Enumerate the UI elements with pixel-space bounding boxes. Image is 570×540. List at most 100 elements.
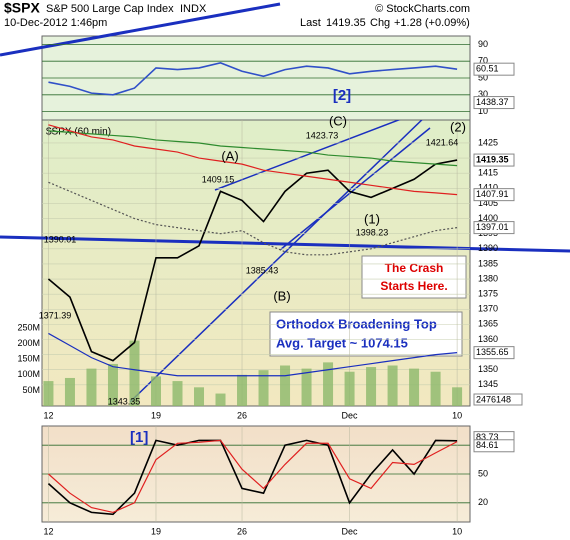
plot-area — [42, 44, 470, 112]
trend-line — [279, 127, 431, 251]
x-tick-label: 10 — [452, 410, 462, 420]
value-box — [473, 393, 523, 406]
volume-bar — [64, 377, 75, 406]
annotation: 1385.43 — [246, 265, 279, 275]
value-box — [473, 221, 515, 235]
y-tick-label: 70 — [478, 56, 488, 66]
value-label: 1397.01 — [476, 222, 509, 232]
y-tick-label: 1380 — [478, 273, 498, 283]
y-tick-label: 1375 — [478, 289, 498, 299]
volume-bar — [172, 381, 183, 406]
datetime: 10-Dec-2012 1:46pm — [4, 17, 107, 29]
value-label: 84.61 — [476, 440, 499, 450]
volume-tick-label: 150M — [17, 354, 40, 364]
volume-bar — [150, 376, 161, 406]
annotation: 1421.64 — [426, 137, 459, 147]
y-tick-label: 1385 — [478, 258, 498, 268]
volume-last: 2476148 — [476, 394, 511, 404]
annotation: 1423.73 — [306, 130, 339, 140]
series-line — [48, 124, 458, 196]
value-box — [473, 188, 515, 202]
plot-area — [42, 120, 470, 406]
annotation: (C) — [329, 113, 347, 128]
y-tick-label: 1350 — [478, 364, 498, 374]
stoch-title: [1] — [130, 429, 148, 446]
y-tick-label: 1425 — [478, 137, 498, 147]
value-box — [473, 439, 515, 453]
annotation: 1390.01 — [44, 234, 77, 244]
x-tick-label: Dec — [342, 410, 359, 420]
x-tick-label: 19 — [151, 410, 161, 420]
annotation: [2] — [333, 87, 351, 104]
value-box — [473, 96, 515, 110]
volume-tick-label: 100M — [17, 369, 40, 379]
trend-line — [214, 120, 401, 191]
annotation: 1398.23 — [356, 227, 389, 237]
y-tick-label: 1390 — [478, 243, 498, 253]
y-tick-label: 1410 — [478, 183, 498, 193]
volume-tick-label: 200M — [17, 338, 40, 348]
y-tick-label: 1345 — [478, 379, 498, 389]
y-tick-label: 30 — [478, 89, 488, 99]
volume-bar — [129, 340, 140, 406]
volume-tick-label: 50M — [22, 385, 40, 395]
credit: © StockCharts.com — [375, 3, 470, 15]
series-line — [48, 181, 458, 256]
y-tick-label: 50 — [478, 72, 488, 82]
y-tick-label: 1415 — [478, 168, 498, 178]
y-tick-label: 20 — [478, 497, 488, 507]
volume-bar — [387, 365, 398, 406]
annotation: (A) — [221, 148, 238, 163]
value-label: 1419.35 — [476, 154, 509, 164]
chg-label: Chg — [370, 17, 390, 29]
annotation: 1409.15 — [202, 174, 235, 184]
series-line — [48, 332, 458, 377]
index-name: S&P 500 Large Cap Index — [46, 3, 174, 15]
chg-value: +1.28 (+0.09%) — [394, 17, 470, 29]
crash-box — [361, 255, 467, 299]
callout: The Crash — [385, 261, 444, 275]
volume-bar — [43, 381, 54, 406]
x-tick-label: 10 — [452, 526, 462, 536]
target-box — [269, 311, 463, 357]
volume-bar — [366, 367, 377, 406]
y-tick-label: 1405 — [478, 198, 498, 208]
trend-line — [129, 120, 423, 403]
volume-bar — [215, 393, 226, 406]
neckline — [0, 235, 570, 253]
volume-tick-label: 250M — [17, 322, 40, 332]
series-line — [48, 62, 458, 96]
volume-bar — [430, 371, 441, 406]
volume-bar — [107, 363, 118, 406]
last-label: Last — [300, 17, 321, 29]
volume-bar — [237, 374, 248, 406]
exchange: INDX — [180, 3, 207, 15]
volume-bar — [280, 365, 291, 406]
y-tick-label: 90 — [478, 39, 488, 49]
value-box — [473, 62, 515, 76]
value-label: 83.73 — [476, 432, 499, 442]
x-tick-label: 26 — [237, 526, 247, 536]
value-label: 1355.65 — [476, 347, 509, 357]
callout: Orthodox Broadening Top — [276, 316, 437, 331]
trend-line — [0, 2, 281, 57]
volume-bar — [194, 387, 205, 406]
volume-bar — [323, 362, 334, 406]
volume-bar — [409, 368, 420, 406]
y-tick-label: 50 — [478, 468, 488, 478]
price-title: $SPX (60 min) — [46, 127, 111, 138]
value-label: 1407.91 — [476, 189, 509, 199]
value-label: 1438.37 — [476, 97, 509, 107]
x-tick-label: 19 — [151, 526, 161, 536]
x-tick-label: Dec — [342, 526, 359, 536]
value-box — [473, 346, 515, 360]
y-tick-label: 1365 — [478, 319, 498, 329]
y-tick-label: 1360 — [478, 334, 498, 344]
y-tick-label: 1400 — [478, 213, 498, 223]
series-line — [47, 159, 458, 362]
annotation: (1) — [364, 211, 380, 226]
volume-bar — [452, 387, 463, 406]
x-tick-label: 26 — [237, 410, 247, 420]
symbol: $SPX — [4, 0, 40, 16]
